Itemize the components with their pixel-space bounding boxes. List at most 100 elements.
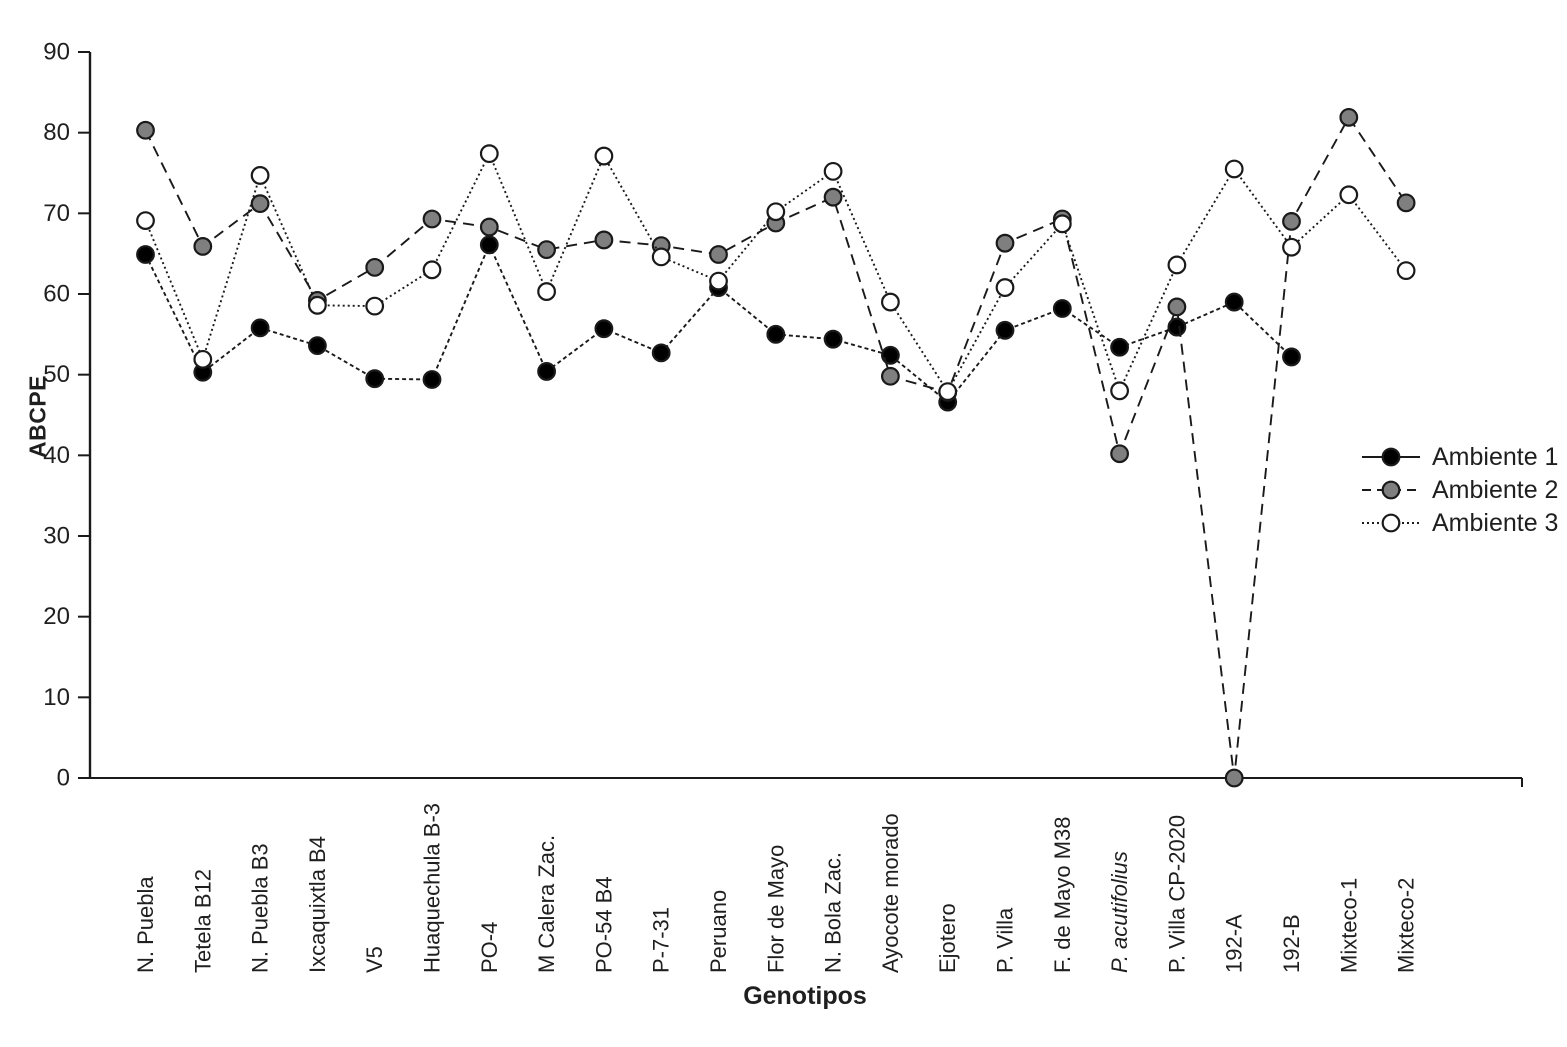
legend-label: Ambiente 1 xyxy=(1432,443,1558,471)
data-point xyxy=(651,247,671,267)
data-point xyxy=(365,296,385,316)
y-tick-label: 30 xyxy=(43,523,70,550)
data-point xyxy=(422,370,442,389)
data-point xyxy=(136,211,155,230)
x-category-label: 192-B xyxy=(1279,914,1304,973)
x-category-label: Ayocote morado xyxy=(878,813,903,973)
y-tick-label: 10 xyxy=(43,684,70,711)
x-category-label: N. Puebla xyxy=(133,876,158,973)
x-category-label: F. de Mayo M38 xyxy=(1050,816,1075,973)
y-axis-title: ABCPE xyxy=(24,375,51,459)
x-category-label: P. Villa CP-2020 xyxy=(1164,815,1189,973)
x-category-label: Huaquechula B-3 xyxy=(420,803,445,973)
data-point xyxy=(1110,337,1129,357)
legend-marker-Ambiente 2 xyxy=(1381,480,1401,500)
x-category-label: Tetela B12 xyxy=(190,869,215,973)
y-tick-label: 0 xyxy=(57,765,70,792)
legend-marker-Ambiente 3 xyxy=(1381,513,1401,533)
data-point xyxy=(1167,297,1187,317)
data-point xyxy=(1339,107,1359,127)
y-tick-label: 90 xyxy=(43,39,70,66)
data-point xyxy=(823,329,843,349)
x-axis-title: Genotipos xyxy=(743,982,867,1010)
data-point xyxy=(136,245,155,264)
data-point xyxy=(594,230,614,250)
data-point xyxy=(1282,237,1301,257)
data-point xyxy=(1282,211,1301,231)
data-point xyxy=(250,318,270,338)
data-point xyxy=(1396,261,1416,281)
data-point xyxy=(709,245,728,264)
data-point xyxy=(136,120,155,140)
x-category-label: Ejotero xyxy=(935,903,960,973)
data-point xyxy=(881,292,900,312)
x-category-label: N. Puebla B3 xyxy=(248,843,273,973)
legend: Ambiente 1 Ambiente 2 Ambiente 3 xyxy=(1362,443,1558,537)
data-point xyxy=(537,240,556,260)
data-point xyxy=(1224,159,1244,179)
data-point xyxy=(766,202,786,222)
data-point xyxy=(1282,347,1301,367)
data-point xyxy=(537,282,556,301)
x-category-label: 192-A xyxy=(1222,914,1247,973)
x-category-label: N. Bola Zac. xyxy=(821,852,846,973)
data-point xyxy=(1110,381,1129,401)
data-point xyxy=(995,233,1015,253)
x-category-label: P. Villa xyxy=(993,907,1018,973)
y-tick-label: 70 xyxy=(43,200,70,227)
data-point xyxy=(594,319,614,339)
data-point xyxy=(365,369,385,389)
data-point xyxy=(422,260,442,280)
data-point xyxy=(995,278,1015,297)
x-category-label: M Calera Zac. xyxy=(534,835,559,973)
data-point xyxy=(1396,193,1416,213)
data-point xyxy=(1339,185,1359,205)
data-point xyxy=(709,271,728,291)
data-point xyxy=(1224,292,1244,312)
y-tick-label: 50 xyxy=(43,361,70,388)
data-point xyxy=(938,382,958,402)
data-point xyxy=(250,194,270,214)
data-point xyxy=(537,362,556,381)
x-category-label: Mixteco-2 xyxy=(1394,878,1419,973)
series-3 xyxy=(136,144,1416,402)
legend-label: Ambiente 2 xyxy=(1432,476,1558,504)
y-tick-label: 20 xyxy=(43,603,70,630)
x-category-label: Ixcaquixtla B4 xyxy=(305,836,330,973)
data-point xyxy=(1052,299,1072,318)
x-category-label: Peruano xyxy=(706,890,731,973)
x-category-label: V5 xyxy=(362,946,387,973)
legend-marker-Ambiente 1 xyxy=(1381,447,1401,467)
x-category-label: PO-4 xyxy=(477,922,502,973)
data-point xyxy=(479,217,499,237)
y-tick-label: 80 xyxy=(43,119,70,146)
legend-label: Ambiente 3 xyxy=(1432,509,1558,537)
data-point xyxy=(193,237,213,256)
data-point xyxy=(823,187,843,207)
data-point xyxy=(1224,768,1244,788)
data-point xyxy=(594,146,614,166)
data-point xyxy=(651,343,671,363)
x-category-label: Mixteco-1 xyxy=(1336,878,1361,973)
x-category-label: P-7-31 xyxy=(649,907,674,973)
y-tick-label: 40 xyxy=(43,442,70,469)
data-point xyxy=(881,366,900,386)
x-category-label: PO-54 B4 xyxy=(591,876,616,973)
data-point xyxy=(766,324,786,344)
data-point xyxy=(308,295,327,315)
data-point xyxy=(1110,444,1129,464)
data-point xyxy=(422,209,442,229)
x-category-label: Flor de Mayo xyxy=(763,845,788,973)
data-point xyxy=(881,345,900,365)
data-point xyxy=(365,257,385,277)
data-point xyxy=(1167,255,1187,275)
data-point xyxy=(479,144,499,164)
y-tick-label: 60 xyxy=(43,281,70,308)
data-point xyxy=(193,349,213,369)
x-category-label: P. acutifolius xyxy=(1107,851,1132,973)
data-point xyxy=(995,320,1015,340)
data-point xyxy=(823,161,843,181)
data-point xyxy=(250,166,270,185)
